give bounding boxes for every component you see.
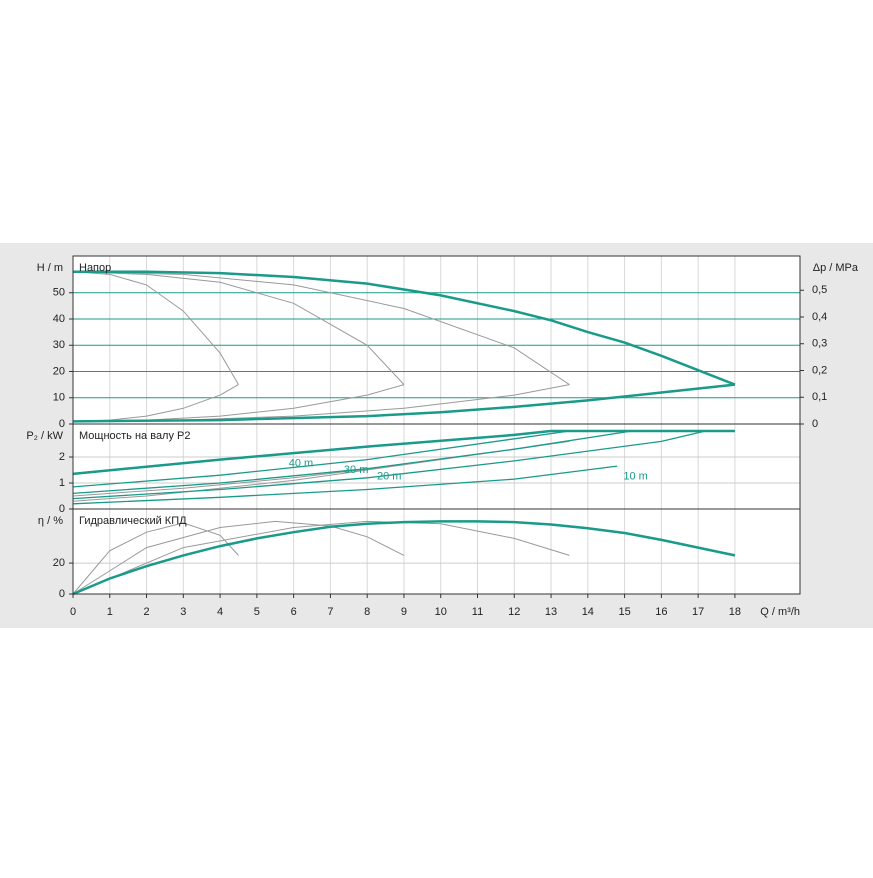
y-tick-label: 10 [53,392,65,404]
x-tick-label: 9 [401,606,407,618]
y2-tick-label: 0,5 [812,284,827,296]
y-axis-label: H / m [37,262,63,274]
y2-axis-label: Δp / MPa [813,262,859,274]
curve [72,465,618,505]
x-tick-label: 15 [618,606,630,618]
x-tick-label: 16 [655,606,667,618]
y2-tick-label: 0,4 [812,311,827,323]
x-axis-label: Q / m³/h [760,606,800,618]
y-tick-label: 20 [53,557,65,569]
panel-title: Гидравлический КПД [79,515,187,527]
curve [72,271,570,386]
curve-label: 40 m [289,457,313,469]
curve [72,430,570,488]
y-axis-label: η / % [38,515,63,527]
curve [72,520,570,595]
curve [73,270,736,386]
panel-title: Напор [79,262,111,274]
curve [72,520,736,596]
curve [72,430,706,500]
x-tick-label: 11 [472,606,483,618]
x-tick-label: 0 [70,606,76,618]
x-tick-label: 6 [291,606,297,618]
y-tick-label: 20 [53,365,65,377]
x-tick-label: 18 [729,606,741,618]
x-tick-label: 14 [582,606,594,618]
plot-area [73,256,800,424]
plot-frame [72,508,801,595]
y-tick-label: 30 [53,339,65,351]
x-tick-label: 10 [435,606,447,618]
curve [72,429,735,476]
x-tick-label: 3 [180,606,186,618]
curve [72,522,239,595]
x-tick-label: 7 [327,606,333,618]
y2-tick-label: 0 [812,418,818,430]
y-tick-label: 0 [59,418,65,430]
y2-tick-label: 0,2 [812,364,827,376]
y-tick-label: 2 [59,451,65,463]
curve [72,464,405,502]
curve [72,271,405,385]
y-tick-label: 0 [59,588,65,600]
y-tick-label: 0 [59,503,65,515]
curve-label: 10 m [623,470,647,482]
curve-label: 20 m [377,470,401,482]
y-tick-label: 50 [53,287,65,299]
x-tick-label: 8 [364,606,370,618]
x-tick-label: 13 [545,606,557,618]
y-tick-label: 40 [53,313,65,325]
panel-title: Мощность на валу P2 [79,430,191,442]
plot-area [73,424,800,509]
x-tick-label: 5 [254,606,260,618]
curve [72,430,632,495]
y-tick-label: 1 [59,477,65,489]
x-tick-label: 1 [107,606,113,618]
x-tick-label: 12 [508,606,520,618]
curve [72,271,239,385]
x-tick-label: 17 [692,606,704,618]
curve [72,520,405,595]
y-axis-label: P₂ / kW [26,430,63,442]
x-tick-label: 4 [217,606,223,618]
curve-label: 30 m [344,464,368,476]
y2-tick-label: 0,3 [812,338,827,350]
x-tick-label: 2 [143,606,149,618]
curve [72,383,736,423]
y2-tick-label: 0,1 [812,391,827,403]
